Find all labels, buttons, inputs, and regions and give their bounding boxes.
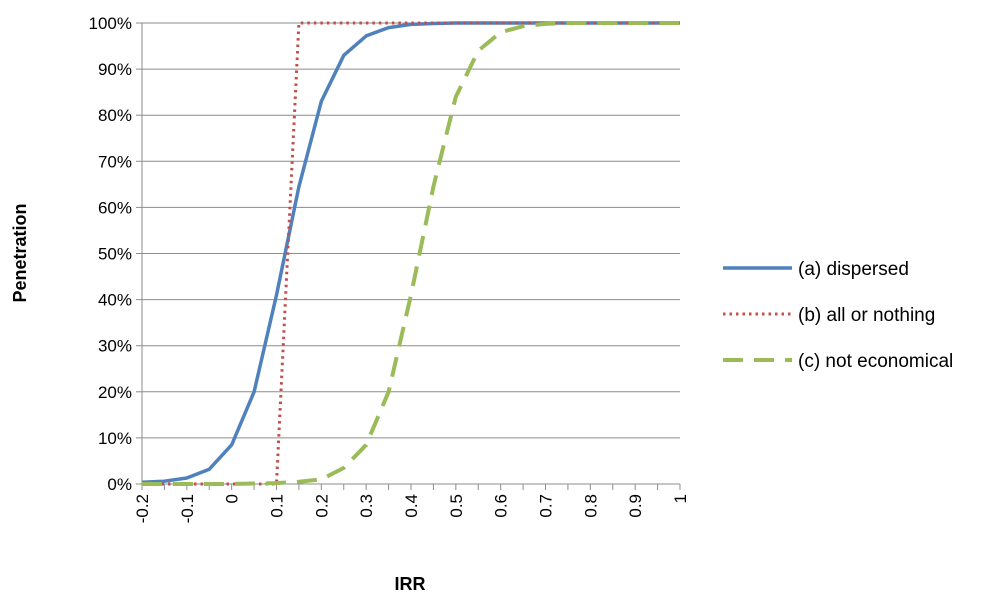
x-tick-label: 0.8: [581, 494, 600, 518]
series-lines: [141, 21, 680, 486]
y-tick-label: 90%: [98, 60, 132, 79]
x-tick-label: 0.7: [537, 494, 556, 518]
legend-label-1: (a) dispersed: [798, 259, 909, 280]
x-tick-label: 0.6: [492, 494, 511, 518]
series-line-1: [141, 21, 680, 484]
x-tick-label: -0.2: [133, 494, 152, 523]
x-tick-label: 0: [223, 494, 242, 503]
legend-label-3: (c) not economical: [798, 351, 953, 372]
y-tick-label: 70%: [98, 152, 132, 171]
y-tick-label: 0%: [107, 475, 132, 494]
grid: [142, 22, 680, 485]
x-tick-label: 0.5: [447, 494, 466, 518]
y-tick-label: 40%: [98, 291, 132, 310]
y-tick-label: 30%: [98, 337, 132, 356]
x-tick-label: 0.1: [268, 494, 287, 518]
y-tick-label: 80%: [98, 106, 132, 125]
x-tick-labels: -0.2 -0.1 0 0.1 0.2 0.3 0.4 0.5 0.6 0.7 0.8 0.9 1: [133, 494, 690, 523]
x-tick-label: 0.4: [402, 494, 421, 518]
legend: (a) dispersed (b) all or nothing (c) not e…: [723, 259, 953, 372]
y-tick-label: 50%: [98, 245, 132, 264]
y-tick-label: 60%: [98, 198, 132, 217]
y-tick-label: 20%: [98, 383, 132, 402]
x-axis-title: IRR: [395, 574, 426, 594]
x-tick-label: 1: [671, 494, 690, 503]
y-tick-label: 100%: [89, 14, 132, 33]
y-tick-label: 10%: [98, 429, 132, 448]
x-tick-label: 0.2: [312, 494, 331, 518]
y-tick-labels: 0% 10% 20% 30% 40% 50% 60% 70% 80% 90% 100%: [89, 14, 132, 494]
legend-label-2: (b) all or nothing: [798, 305, 935, 326]
y-axis-title: Penetration: [10, 203, 30, 302]
axes: [136, 22, 681, 490]
x-tick-label: 0.9: [626, 494, 645, 518]
x-tick-label: -0.1: [178, 494, 197, 523]
x-tick-label: 0.3: [357, 494, 376, 518]
